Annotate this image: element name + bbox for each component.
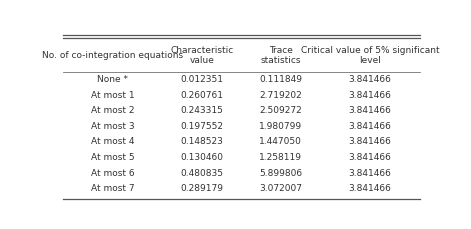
Text: 0.012351: 0.012351 <box>180 75 224 84</box>
Text: 3.841466: 3.841466 <box>349 137 391 147</box>
Text: 3.841466: 3.841466 <box>349 90 391 100</box>
Text: 1.258119: 1.258119 <box>259 153 302 162</box>
Text: 3.841466: 3.841466 <box>349 153 391 162</box>
Text: At most 2: At most 2 <box>91 106 134 115</box>
Text: Characteristic
value: Characteristic value <box>171 46 234 65</box>
Text: 0.243315: 0.243315 <box>180 106 223 115</box>
Text: 3.841466: 3.841466 <box>349 106 391 115</box>
Text: At most 6: At most 6 <box>91 169 134 178</box>
Text: None *: None * <box>97 75 128 84</box>
Text: 0.289179: 0.289179 <box>180 184 224 194</box>
Text: No. of co-integration equations: No. of co-integration equations <box>42 51 183 60</box>
Text: 3.841466: 3.841466 <box>349 169 391 178</box>
Text: 2.509272: 2.509272 <box>260 106 302 115</box>
Text: 0.480835: 0.480835 <box>180 169 224 178</box>
Text: 0.111849: 0.111849 <box>259 75 302 84</box>
Text: 5.899806: 5.899806 <box>259 169 302 178</box>
Text: 3.072007: 3.072007 <box>259 184 302 194</box>
Text: At most 3: At most 3 <box>91 122 134 131</box>
Text: 0.260761: 0.260761 <box>180 90 224 100</box>
Text: 2.719202: 2.719202 <box>260 90 302 100</box>
Text: Trace
statistics: Trace statistics <box>260 46 301 65</box>
Text: 3.841466: 3.841466 <box>349 75 391 84</box>
Text: 3.841466: 3.841466 <box>349 122 391 131</box>
Text: At most 1: At most 1 <box>91 90 134 100</box>
Text: 0.130460: 0.130460 <box>180 153 224 162</box>
Text: 0.148523: 0.148523 <box>180 137 223 147</box>
Text: At most 5: At most 5 <box>91 153 134 162</box>
Text: 1.447050: 1.447050 <box>260 137 302 147</box>
Text: 0.197552: 0.197552 <box>180 122 224 131</box>
Text: 3.841466: 3.841466 <box>349 184 391 194</box>
Text: At most 4: At most 4 <box>91 137 134 147</box>
Text: Critical value of 5% significant
level: Critical value of 5% significant level <box>301 46 439 65</box>
Text: 1.980799: 1.980799 <box>259 122 302 131</box>
Text: At most 7: At most 7 <box>91 184 134 194</box>
